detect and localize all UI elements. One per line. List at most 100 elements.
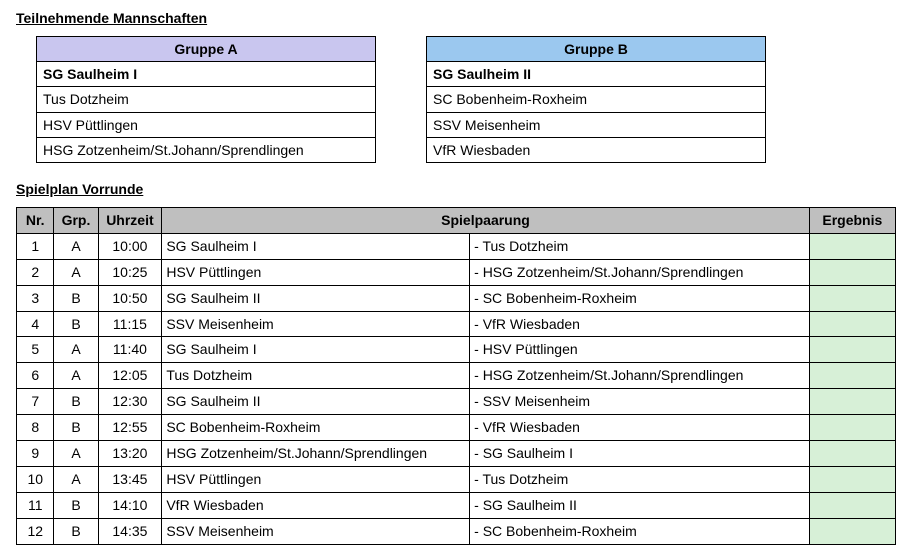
schedule-row: 5A11:40SG Saulheim I- HSV Püttlingen	[17, 337, 896, 363]
cell-home: HSV Püttlingen	[162, 466, 470, 492]
cell-home: SSV Meisenheim	[162, 518, 470, 544]
cell-grp: B	[54, 518, 98, 544]
cell-result	[809, 233, 895, 259]
cell-grp: B	[54, 415, 98, 441]
cell-time: 12:55	[98, 415, 162, 441]
cell-result	[809, 415, 895, 441]
cell-result	[809, 492, 895, 518]
cell-grp: A	[54, 466, 98, 492]
cell-nr: 4	[17, 311, 54, 337]
groups-container: Gruppe A SG Saulheim I Tus Dotzheim HSV …	[36, 36, 887, 163]
cell-time: 10:50	[98, 285, 162, 311]
cell-nr: 2	[17, 259, 54, 285]
cell-time: 14:35	[98, 518, 162, 544]
group-a-team: HSV Püttlingen	[37, 112, 376, 137]
schedule-row: 11B14:10VfR Wiesbaden- SG Saulheim II	[17, 492, 896, 518]
cell-away: - HSG Zotzenheim/St.Johann/Sprendlingen	[470, 363, 810, 389]
cell-nr: 3	[17, 285, 54, 311]
cell-grp: B	[54, 285, 98, 311]
cell-grp: B	[54, 492, 98, 518]
cell-home: SG Saulheim I	[162, 337, 470, 363]
cell-time: 14:10	[98, 492, 162, 518]
cell-time: 12:05	[98, 363, 162, 389]
group-b-header: Gruppe B	[427, 37, 766, 62]
group-b-team: SG Saulheim II	[427, 62, 766, 87]
schedule-row: 2A10:25HSV Püttlingen- HSG Zotzenheim/St…	[17, 259, 896, 285]
cell-grp: A	[54, 337, 98, 363]
cell-result	[809, 337, 895, 363]
schedule-row: 6A12:05Tus Dotzheim- HSG Zotzenheim/St.J…	[17, 363, 896, 389]
col-grp: Grp.	[54, 207, 98, 233]
schedule-row: 9A13:20HSG Zotzenheim/St.Johann/Sprendli…	[17, 440, 896, 466]
cell-away: - SC Bobenheim-Roxheim	[470, 285, 810, 311]
cell-grp: A	[54, 363, 98, 389]
cell-time: 10:25	[98, 259, 162, 285]
cell-result	[809, 285, 895, 311]
cell-time: 13:20	[98, 440, 162, 466]
group-b-team: SC Bobenheim-Roxheim	[427, 87, 766, 112]
schedule-row: 4B11:15SSV Meisenheim- VfR Wiesbaden	[17, 311, 896, 337]
cell-nr: 1	[17, 233, 54, 259]
cell-grp: A	[54, 440, 98, 466]
cell-home: HSV Püttlingen	[162, 259, 470, 285]
cell-away: - Tus Dotzheim	[470, 233, 810, 259]
schedule-row: 10A13:45HSV Püttlingen- Tus Dotzheim	[17, 466, 896, 492]
schedule-row: 3B10:50SG Saulheim II- SC Bobenheim-Roxh…	[17, 285, 896, 311]
group-a-header: Gruppe A	[37, 37, 376, 62]
cell-away: - VfR Wiesbaden	[470, 415, 810, 441]
cell-away: - SC Bobenheim-Roxheim	[470, 518, 810, 544]
cell-result	[809, 389, 895, 415]
cell-time: 12:30	[98, 389, 162, 415]
cell-home: SC Bobenheim-Roxheim	[162, 415, 470, 441]
col-pairing: Spielpaarung	[162, 207, 809, 233]
cell-away: - SSV Meisenheim	[470, 389, 810, 415]
cell-result	[809, 440, 895, 466]
cell-time: 11:15	[98, 311, 162, 337]
cell-nr: 12	[17, 518, 54, 544]
cell-away: - SG Saulheim I	[470, 440, 810, 466]
cell-home: SG Saulheim II	[162, 285, 470, 311]
cell-result	[809, 518, 895, 544]
cell-away: - HSG Zotzenheim/St.Johann/Sprendlingen	[470, 259, 810, 285]
cell-home: SSV Meisenheim	[162, 311, 470, 337]
cell-result	[809, 259, 895, 285]
cell-nr: 5	[17, 337, 54, 363]
group-b-table: Gruppe B SG Saulheim II SC Bobenheim-Rox…	[426, 36, 766, 163]
cell-home: Tus Dotzheim	[162, 363, 470, 389]
cell-home: VfR Wiesbaden	[162, 492, 470, 518]
col-nr: Nr.	[17, 207, 54, 233]
cell-nr: 7	[17, 389, 54, 415]
heading-teams: Teilnehmende Mannschaften	[16, 10, 887, 26]
schedule-table: Nr. Grp. Uhrzeit Spielpaarung Ergebnis 1…	[16, 207, 896, 545]
cell-nr: 6	[17, 363, 54, 389]
heading-schedule: Spielplan Vorrunde	[16, 181, 887, 197]
cell-result	[809, 363, 895, 389]
cell-grp: B	[54, 311, 98, 337]
cell-time: 13:45	[98, 466, 162, 492]
schedule-row: 1A10:00SG Saulheim I- Tus Dotzheim	[17, 233, 896, 259]
cell-away: - SG Saulheim II	[470, 492, 810, 518]
cell-time: 11:40	[98, 337, 162, 363]
cell-grp: A	[54, 233, 98, 259]
cell-home: HSG Zotzenheim/St.Johann/Sprendlingen	[162, 440, 470, 466]
group-a-table: Gruppe A SG Saulheim I Tus Dotzheim HSV …	[36, 36, 376, 163]
cell-result	[809, 466, 895, 492]
schedule-row: 8B12:55SC Bobenheim-Roxheim- VfR Wiesbad…	[17, 415, 896, 441]
group-a-team: HSG Zotzenheim/St.Johann/Sprendlingen	[37, 137, 376, 162]
cell-grp: A	[54, 259, 98, 285]
group-a-team: SG Saulheim I	[37, 62, 376, 87]
schedule-row: 12B14:35SSV Meisenheim- SC Bobenheim-Rox…	[17, 518, 896, 544]
group-b-team: SSV Meisenheim	[427, 112, 766, 137]
cell-time: 10:00	[98, 233, 162, 259]
cell-nr: 9	[17, 440, 54, 466]
col-time: Uhrzeit	[98, 207, 162, 233]
cell-away: - HSV Püttlingen	[470, 337, 810, 363]
group-b-team: VfR Wiesbaden	[427, 137, 766, 162]
cell-grp: B	[54, 389, 98, 415]
cell-home: SG Saulheim I	[162, 233, 470, 259]
cell-away: - Tus Dotzheim	[470, 466, 810, 492]
cell-nr: 10	[17, 466, 54, 492]
col-result: Ergebnis	[809, 207, 895, 233]
schedule-header-row: Nr. Grp. Uhrzeit Spielpaarung Ergebnis	[17, 207, 896, 233]
cell-nr: 11	[17, 492, 54, 518]
